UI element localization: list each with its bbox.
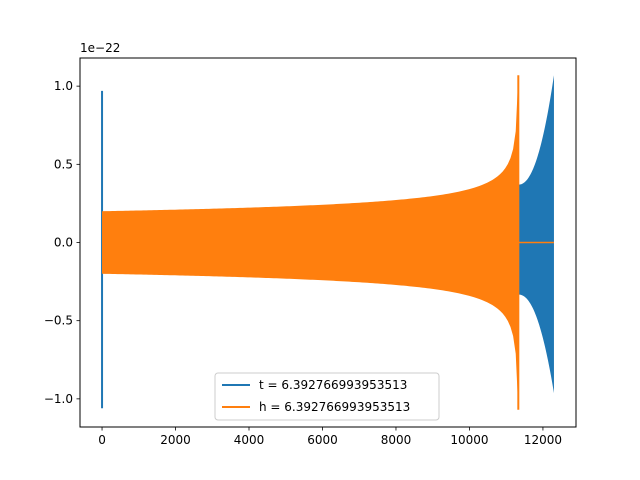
series-h-envelope <box>102 75 519 410</box>
legend-label-t: t = 6.392766993953513 <box>259 378 407 392</box>
y-offset-text: 1e−22 <box>80 41 120 55</box>
y-tick-label: 0.0 <box>54 236 73 250</box>
x-tick-label: 0 <box>98 433 106 447</box>
y-tick-label: −0.5 <box>44 314 73 328</box>
plot-area <box>101 75 554 410</box>
x-tick-label: 8000 <box>381 433 412 447</box>
y-axis: −1.0 −0.5 0.0 0.5 1.0 <box>44 79 80 406</box>
legend: t = 6.392766993953513 h = 6.392766993953… <box>214 372 440 421</box>
x-tick-label: 4000 <box>234 433 265 447</box>
x-tick-label: 10000 <box>450 433 488 447</box>
x-axis: 0 2000 4000 6000 8000 10000 12000 <box>98 427 562 447</box>
x-tick-label: 6000 <box>307 433 338 447</box>
y-tick-label: 1.0 <box>54 79 73 93</box>
series-t-chirp <box>518 75 554 394</box>
y-tick-label: −1.0 <box>44 392 73 406</box>
legend-box <box>214 372 440 421</box>
legend-label-h: h = 6.392766993953513 <box>259 400 410 414</box>
x-tick-label: 12000 <box>524 433 562 447</box>
y-tick-label: 0.5 <box>54 157 73 171</box>
x-tick-label: 2000 <box>160 433 191 447</box>
